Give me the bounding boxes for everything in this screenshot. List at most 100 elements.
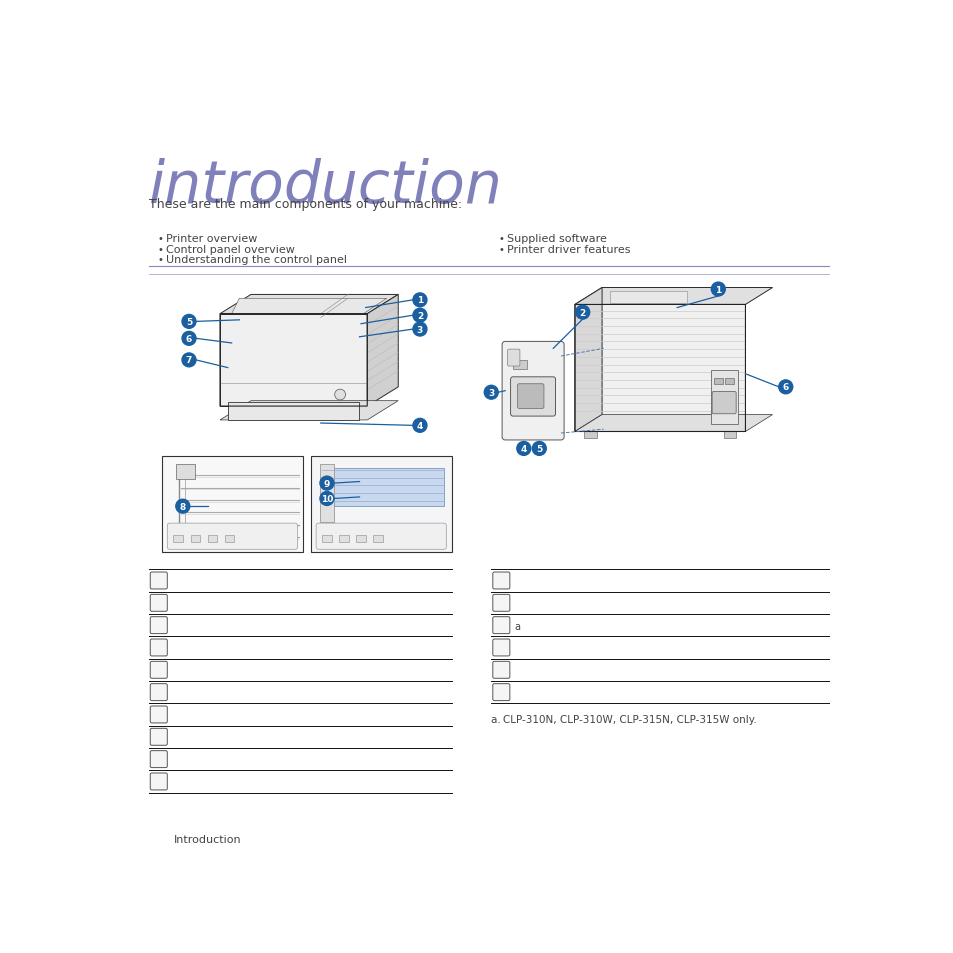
Bar [713,378,722,384]
Bar [191,536,199,542]
FancyBboxPatch shape [150,706,167,723]
Bar [356,536,365,542]
FancyBboxPatch shape [493,595,509,612]
Text: •: • [498,233,504,244]
Circle shape [711,283,724,296]
Text: Control panel overview: Control panel overview [166,244,294,254]
Text: 4: 4 [416,421,423,431]
Text: Introduction: Introduction [173,834,241,844]
Circle shape [175,499,190,514]
Bar [513,360,526,370]
FancyBboxPatch shape [150,639,167,657]
Text: 1: 1 [416,296,422,305]
FancyBboxPatch shape [510,377,555,416]
Bar [583,432,596,438]
Bar [162,456,303,553]
FancyBboxPatch shape [501,342,563,440]
FancyBboxPatch shape [150,773,167,790]
Circle shape [575,306,589,320]
Polygon shape [575,288,601,432]
Bar [311,456,452,553]
FancyBboxPatch shape [493,639,509,657]
Bar [224,536,233,542]
Text: 10: 10 [320,495,333,503]
Bar [322,536,332,542]
Polygon shape [575,288,772,305]
FancyBboxPatch shape [150,573,167,589]
Text: •: • [158,255,164,265]
FancyBboxPatch shape [507,350,519,367]
Bar [710,371,737,424]
Text: •: • [158,244,164,254]
Text: 6: 6 [781,383,788,392]
Polygon shape [232,299,386,314]
FancyBboxPatch shape [167,523,297,550]
Polygon shape [228,403,359,420]
Polygon shape [220,314,367,407]
FancyBboxPatch shape [493,684,509,700]
Polygon shape [220,295,397,314]
Circle shape [182,354,195,368]
Circle shape [182,332,195,346]
FancyBboxPatch shape [315,523,446,550]
Bar [723,432,736,438]
FancyBboxPatch shape [150,751,167,768]
Circle shape [532,442,546,456]
Bar [322,468,443,507]
Text: 6: 6 [186,335,192,343]
Text: •: • [158,233,164,244]
FancyBboxPatch shape [150,728,167,745]
Text: 3: 3 [488,388,494,397]
FancyBboxPatch shape [150,661,167,679]
Bar [339,536,348,542]
Circle shape [335,390,345,400]
Text: 8: 8 [179,502,186,511]
Text: Printer driver features: Printer driver features [506,244,630,254]
Bar [175,464,195,479]
Bar [373,536,382,542]
Text: a: a [514,621,520,632]
Circle shape [413,419,427,433]
Bar [723,378,733,384]
Circle shape [484,386,497,399]
Bar [173,536,183,542]
FancyBboxPatch shape [493,661,509,679]
Text: Supplied software: Supplied software [506,233,606,244]
Polygon shape [575,305,744,432]
Polygon shape [609,292,686,304]
Bar [208,536,216,542]
Text: 7: 7 [186,356,192,365]
FancyBboxPatch shape [493,573,509,589]
Text: •: • [498,244,504,254]
Text: 1: 1 [715,285,720,294]
Polygon shape [575,416,772,432]
Text: introduction: introduction [149,158,502,215]
FancyBboxPatch shape [150,684,167,700]
Circle shape [319,492,334,506]
Circle shape [319,476,334,491]
FancyBboxPatch shape [711,392,736,415]
Text: 5: 5 [186,317,192,327]
Text: Printer overview: Printer overview [166,233,257,244]
Text: These are the main components of your machine:: These are the main components of your ma… [149,197,461,211]
FancyBboxPatch shape [150,595,167,612]
FancyBboxPatch shape [493,617,509,634]
Text: a. CLP-310N, CLP-310W, CLP-315N, CLP-315W only.: a. CLP-310N, CLP-310W, CLP-315N, CLP-315… [491,715,757,724]
Circle shape [413,294,427,308]
Circle shape [778,380,792,395]
Text: Understanding the control panel: Understanding the control panel [166,255,346,265]
FancyBboxPatch shape [150,617,167,634]
Polygon shape [367,295,397,407]
Text: 5: 5 [536,444,542,454]
Text: 2: 2 [416,312,422,320]
Text: 9: 9 [323,479,330,488]
Polygon shape [220,401,397,420]
Text: 4: 4 [520,444,526,454]
Circle shape [413,309,427,323]
Bar [319,464,334,522]
Text: 2: 2 [579,309,585,317]
Circle shape [413,323,427,336]
Text: 3: 3 [416,325,422,335]
FancyBboxPatch shape [517,384,543,409]
Circle shape [517,442,530,456]
